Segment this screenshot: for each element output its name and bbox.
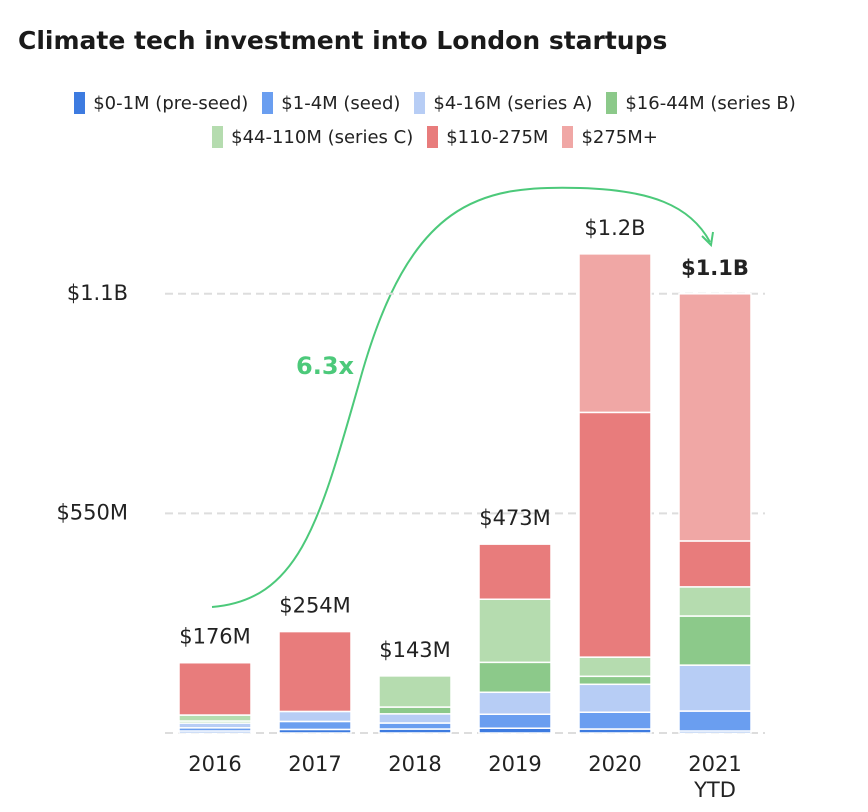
bar-segment	[678, 615, 752, 666]
legend-item: $44-110M (series C)	[212, 126, 413, 148]
bar-segment	[678, 586, 752, 617]
bar-segment	[578, 411, 652, 658]
legend-item: $110-275M	[427, 126, 548, 148]
bar-segment	[278, 720, 352, 731]
legend-label: $110-275M	[446, 126, 549, 148]
bar-segment	[578, 656, 652, 678]
legend-swatch	[212, 126, 224, 148]
bar-segment	[378, 706, 452, 715]
legend-swatch	[74, 92, 86, 114]
legend-item: $1-4M (seed)	[262, 92, 400, 114]
legend-label: $4-16M (series A)	[433, 92, 593, 114]
y-tick-label: $550M	[56, 500, 128, 524]
legend-swatch	[562, 126, 574, 148]
total-label: $1.2B	[584, 216, 645, 240]
chart-title: Climate tech investment into London star…	[18, 26, 668, 55]
bar-segment	[478, 713, 552, 729]
bar-segment	[378, 722, 452, 730]
x-tick-label: 2018	[388, 752, 442, 776]
annotation: 6.3x	[296, 352, 355, 380]
legend-label: $0-1M (pre-seed)	[93, 92, 249, 114]
legend-swatch	[414, 92, 426, 114]
bar-segment	[578, 675, 652, 686]
x-tick-label: 2019	[488, 752, 542, 776]
x-tick-label: 2017	[288, 752, 342, 776]
legend-item: $275M+	[562, 126, 658, 148]
legend-label: $1-4M (seed)	[281, 92, 401, 114]
x-tick-label: 2021 YTD	[688, 752, 742, 802]
legend-swatch	[427, 126, 439, 148]
total-label: $176M	[179, 625, 251, 649]
bar-segment	[478, 543, 552, 600]
bar-segment	[178, 661, 252, 716]
bar-segment	[578, 683, 652, 713]
bar-segment	[478, 661, 552, 694]
bar-segment	[378, 713, 452, 724]
legend-label: $16-44M (series B)	[625, 92, 796, 114]
total-label: $254M	[279, 594, 351, 618]
bar-segment	[678, 710, 752, 732]
bar-segment	[578, 253, 652, 414]
bar-segment	[378, 675, 452, 708]
bar-segment	[278, 630, 352, 713]
legend: $0-1M (pre-seed) $1-4M (seed) $4-16M (seri…	[20, 92, 850, 148]
total-label: $143M	[379, 638, 451, 662]
legend-item: $4-16M (series A)	[414, 92, 592, 114]
legend-label: $44-110M (series C)	[231, 126, 414, 148]
bar-segment	[678, 540, 752, 588]
legend-item: $0-1M (pre-seed)	[74, 92, 248, 114]
y-tick-label: $1.1B	[67, 281, 128, 305]
bar-segment	[678, 664, 752, 712]
bar-segment	[478, 691, 552, 715]
bar-segment	[578, 711, 652, 730]
legend-swatch	[262, 92, 274, 114]
bar-segment	[678, 293, 752, 542]
x-tick-label: 2016	[188, 752, 242, 776]
legend-swatch	[606, 92, 618, 114]
bar-segment	[278, 710, 352, 723]
bar-segment	[178, 714, 252, 722]
x-tick-label: 2020	[588, 752, 642, 776]
total-label: $1.1B	[681, 256, 749, 280]
legend-item: $16-44M (series B)	[606, 92, 796, 114]
bar-segment	[478, 598, 552, 664]
arrow-head	[701, 231, 714, 248]
total-label: $473M	[479, 506, 551, 530]
growth-arrow	[211, 186, 711, 608]
legend-label: $275M+	[581, 126, 658, 148]
